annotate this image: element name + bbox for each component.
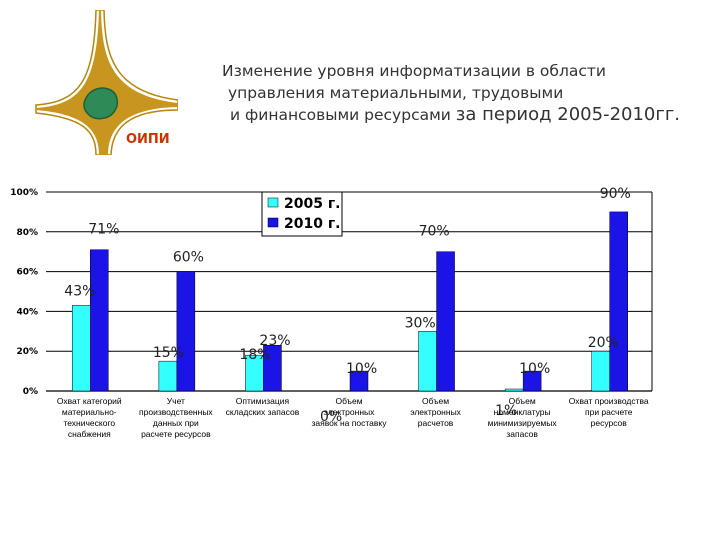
bar-2010-5: [522, 370, 542, 392]
category-label: Объем: [509, 396, 536, 406]
data-label: 20%: [588, 335, 619, 351]
data-label: 10%: [519, 361, 550, 377]
category-label: Охват производства: [569, 396, 649, 406]
bar-2010-0: [90, 249, 109, 392]
category-label: Объем: [422, 396, 449, 406]
bar-2010-6: [609, 211, 628, 392]
data-label: 70%: [419, 224, 450, 240]
category-label: минимизируемых: [488, 418, 558, 428]
bar-2005-1: [158, 360, 178, 392]
bar-2010-1: [176, 271, 196, 392]
logo-caption: ОИПИ: [126, 132, 170, 147]
bar-2005-6: [591, 350, 610, 392]
y-tick-label: 60%: [16, 268, 38, 278]
data-label: 10%: [346, 361, 377, 377]
title-line-3a: и финансовыми ресурсами: [230, 106, 456, 124]
category-labels: Охват категорийматериально-техническогос…: [57, 396, 649, 439]
data-label: 18%: [239, 347, 270, 363]
bar-2005-0: [72, 305, 91, 392]
y-tick-label: 0%: [23, 387, 38, 397]
category-label: технического: [63, 418, 115, 428]
logo-road-shape: [35, 10, 178, 155]
bars: [72, 211, 628, 392]
category-label: заявок на поставку: [312, 418, 388, 428]
title-line-1: Изменение уровня информатизации в област…: [222, 62, 606, 80]
data-label: 0%: [320, 409, 342, 425]
category-label: при расчете: [585, 407, 633, 417]
category-label: расчете ресурсов: [141, 429, 211, 439]
category-label: номенклатуры: [494, 407, 551, 417]
bar-2010-2: [263, 344, 282, 392]
legend-swatch-0: [267, 197, 279, 208]
category-label: снабжения: [68, 429, 111, 439]
category-label: электронных: [410, 407, 461, 417]
category-label: ресурсов: [591, 418, 628, 428]
data-label: 71%: [88, 222, 119, 238]
category-label: материально-: [62, 407, 117, 417]
category-label: данных при: [153, 418, 199, 428]
title-line-3: и финансовыми ресурсами за период 2005-2…: [222, 104, 702, 126]
data-labels: 43% 71% 15% 60% 18%23% 0% 10% 30% 70% 1% 10% 20% 90%: [64, 186, 631, 425]
title-line-3b: за период 2005-2010гг.: [455, 104, 681, 125]
bar-2005-5: [504, 388, 524, 392]
data-label: 15%: [153, 345, 184, 361]
data-label: 60%: [173, 250, 204, 266]
data-label: 23%: [259, 333, 290, 349]
title-line-2: управления материальными, трудовыми: [228, 84, 564, 102]
category-label: Оптимизация: [236, 396, 290, 406]
category-label: расчетов: [418, 418, 454, 428]
legend-swatch-1: [267, 217, 279, 228]
category-label: Учет: [167, 396, 185, 406]
oipi-logo: ОИПИ: [35, 10, 178, 155]
grid-lines: [46, 191, 653, 392]
category-label: электронных: [324, 407, 375, 417]
bar-2010-4: [436, 251, 455, 392]
category-label: Охват категорий: [57, 396, 122, 406]
y-tick-label: 100%: [10, 188, 38, 198]
category-label: складских запасов: [226, 407, 300, 417]
data-label: 30%: [405, 315, 436, 331]
legend-entry: 2010 г.: [284, 216, 340, 232]
y-tick-label: 40%: [16, 307, 38, 317]
bar-2005-4: [418, 331, 437, 392]
bar-2010-3: [349, 370, 369, 392]
legend: 2005 г. 2010 г.: [261, 191, 343, 237]
category-label: запасов: [506, 429, 538, 439]
legend-entry: 2005 г.: [284, 196, 340, 212]
y-tick-label: 20%: [16, 347, 38, 357]
chart-title: Изменение уровня информатизации в област…: [222, 60, 702, 126]
category-label: Объем: [335, 396, 362, 406]
data-label: 90%: [600, 186, 631, 202]
data-label: 43%: [64, 283, 95, 299]
y-tick-label: 80%: [16, 228, 38, 238]
y-axis-ticks: 0% 20% 40% 60% 80% 100%: [10, 188, 38, 397]
bar-chart: 0% 20% 40% 60% 80% 100% 43% 71% 15% 60% 18%23% 0% 1…: [10, 186, 653, 439]
category-label: производственных: [139, 407, 213, 417]
data-label: 1%: [495, 403, 517, 419]
